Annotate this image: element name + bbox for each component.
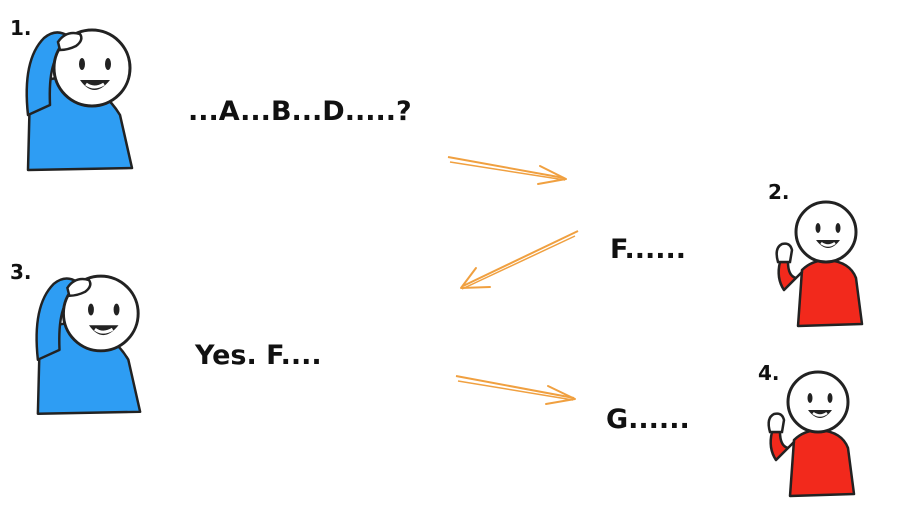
speech-text-1: ...A...B...D.....? <box>188 96 412 127</box>
asker-figure-3 <box>30 265 148 417</box>
arrow-icon <box>460 230 579 290</box>
step-number-4: 4. <box>758 361 780 385</box>
responder-figure-2 <box>768 198 868 328</box>
person-scratching-head-icon <box>35 274 142 415</box>
speech-text-2: F...... <box>610 234 687 265</box>
step-number-3: 3. <box>10 260 32 284</box>
speech-text-4: G...... <box>606 404 690 435</box>
person-waving-icon <box>775 200 864 328</box>
step-number-2: 2. <box>768 180 790 204</box>
person-waving-icon <box>767 370 856 498</box>
speech-text-3: Yes. F.... <box>195 340 322 371</box>
step-number-1: 1. <box>10 16 32 40</box>
person-scratching-head-icon <box>25 28 134 172</box>
arrow-icon <box>455 375 576 405</box>
responder-figure-4 <box>760 368 860 498</box>
arrow-icon <box>447 156 567 185</box>
asker-figure-1 <box>20 20 140 172</box>
